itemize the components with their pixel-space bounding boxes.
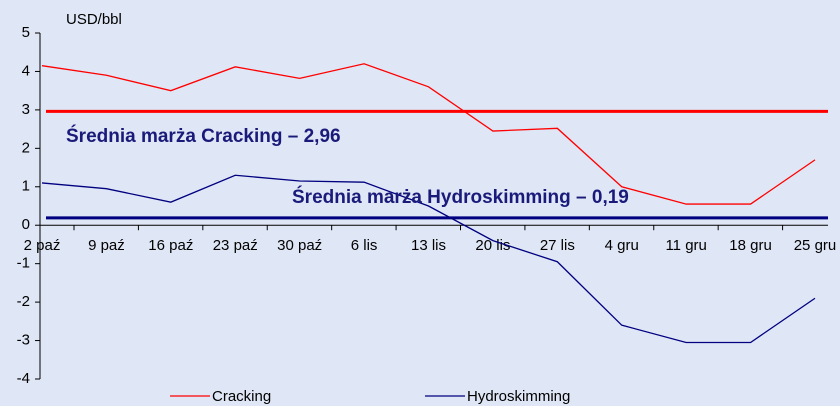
y-axis-label: USD/bbl [66, 11, 122, 28]
x-tick-label: 30 paź [277, 237, 322, 254]
y-tick-label: 0 [22, 216, 30, 233]
x-tick-label: 13 lis [411, 237, 446, 254]
y-tick-label: 4 [22, 62, 30, 79]
legend-label: Cracking [212, 388, 271, 405]
y-tick-label: -3 [17, 332, 30, 349]
legend-label: Hydroskimming [467, 388, 570, 405]
x-tick-label: 4 gru [605, 237, 639, 254]
annotation: Średnia marża Hydroskimming – 0,19 [292, 186, 629, 208]
x-tick-label: 16 paź [148, 237, 193, 254]
series-line [41, 174, 816, 344]
y-tick-label: 1 [22, 178, 30, 195]
x-tick-label: 11 gru [665, 237, 706, 254]
x-tick-label: 18 gru [729, 237, 772, 254]
y-tick-label: -4 [17, 370, 30, 387]
x-tick-label: 25 gru [794, 237, 837, 254]
y-tick-label: 5 [22, 24, 30, 41]
y-tick-label: 2 [22, 139, 30, 156]
y-tick-label: -2 [17, 293, 30, 310]
x-tick-label: 23 paź [213, 237, 258, 254]
x-tick-label: 27 lis [540, 237, 575, 254]
annotation: Średnia marża Cracking – 2,96 [66, 125, 341, 147]
x-tick-label: 9 paź [88, 237, 125, 254]
x-tick-label: 6 lis [351, 237, 378, 254]
y-tick-label: 3 [22, 101, 30, 118]
x-tick-label: 2 paź [24, 237, 61, 254]
series-line [41, 63, 816, 205]
x-tick-label: 20 lis [475, 237, 510, 254]
y-tick-label: -1 [17, 255, 30, 272]
